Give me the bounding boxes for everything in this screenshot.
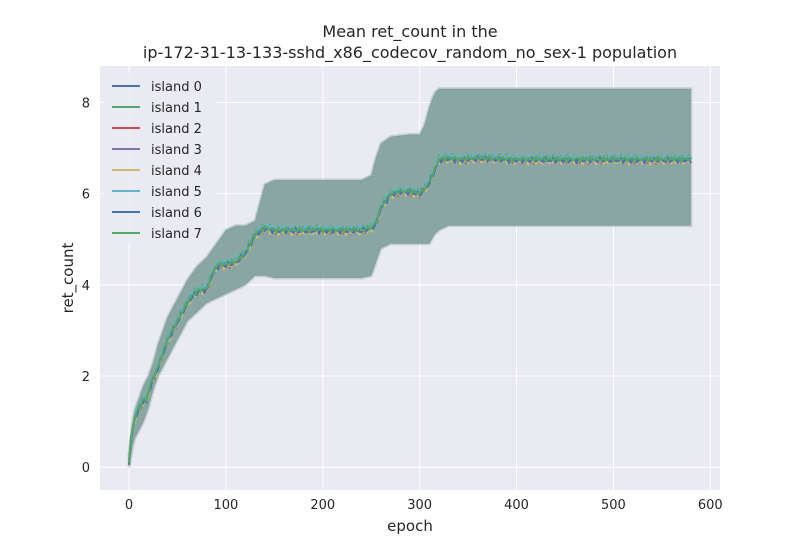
legend-label: island 2 — [151, 122, 202, 137]
y-axis-title: ret_count — [59, 243, 78, 314]
x-tick-label: 200 — [310, 498, 335, 513]
legend: island 0 island 1 island 2 island 3 island 4… — [104, 72, 216, 244]
confidence-band — [127, 87, 693, 468]
y-tick-label: 6 — [82, 188, 90, 203]
x-axis-title: epoch — [387, 517, 433, 535]
y-tick-label: 4 — [82, 279, 90, 294]
x-tick-label: 100 — [214, 498, 239, 513]
series-lines — [128, 152, 692, 465]
std-band — [127, 87, 693, 468]
chart-title-line2: ip-172-31-13-133-sshd_x86_codecov_random… — [143, 43, 677, 63]
x-tick-label: 600 — [698, 498, 723, 513]
legend-label: island 1 — [151, 101, 202, 116]
series-line-island-7 — [128, 154, 692, 463]
legend-label: island 7 — [151, 227, 202, 242]
legend-label: island 3 — [151, 143, 202, 158]
legend-label: island 4 — [151, 164, 202, 179]
legend-label: island 5 — [151, 185, 202, 200]
y-tick-label: 2 — [82, 370, 90, 385]
legend-frame — [104, 72, 216, 244]
tick-labels: 0 100 200 300 400 500 600 0 2 4 6 8 — [82, 96, 723, 513]
legend-label: island 0 — [151, 80, 202, 95]
x-tick-label: 300 — [407, 498, 432, 513]
chart-title-line1: Mean ret_count in the — [322, 22, 497, 42]
x-tick-label: 500 — [601, 498, 626, 513]
x-tick-label: 400 — [504, 498, 529, 513]
y-tick-label: 0 — [82, 461, 90, 476]
y-tick-label: 8 — [82, 96, 90, 111]
legend-label: island 6 — [151, 206, 202, 221]
x-tick-label: 0 — [125, 498, 133, 513]
